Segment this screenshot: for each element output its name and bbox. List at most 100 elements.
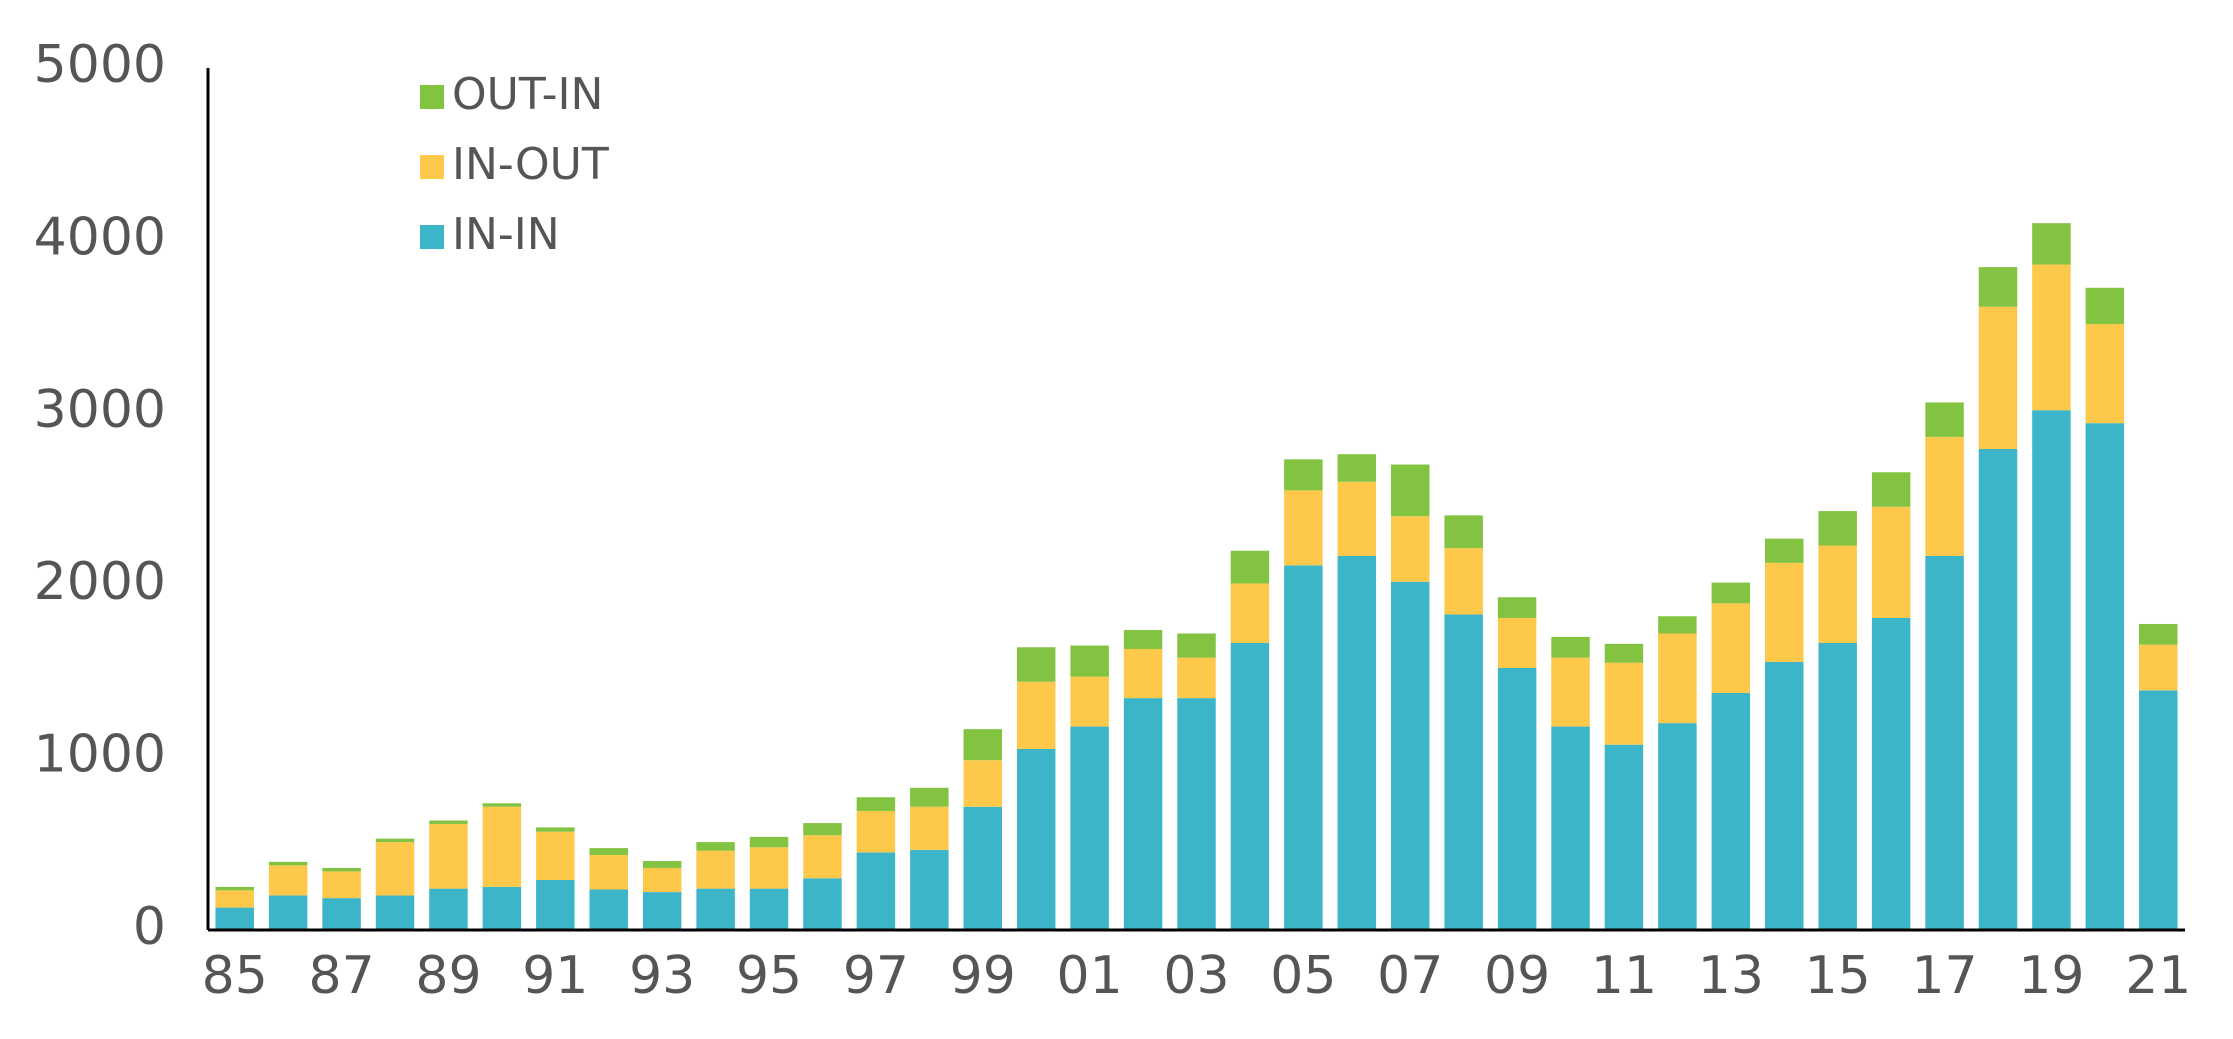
- x-tick-label: 21: [2125, 946, 2191, 1006]
- bar-out-in-14: [1765, 538, 1804, 563]
- bar-out-in-13: [1711, 582, 1751, 604]
- bar-in-out-85: [215, 890, 254, 908]
- bar-in-out-00: [1016, 681, 1056, 749]
- bar-in-in-98: [910, 849, 949, 930]
- x-tick-label: 87: [308, 946, 374, 1006]
- bar-in-in-08: [1444, 614, 1483, 930]
- bar-in-in-19: [2032, 410, 2071, 930]
- bar-out-in-89: [429, 820, 468, 824]
- bar-in-in-95: [749, 888, 789, 930]
- bar-in-in-87: [322, 898, 361, 930]
- bar-in-in-05: [1284, 565, 1323, 930]
- bar-out-in-85: [215, 886, 254, 891]
- x-tick-label: 97: [843, 946, 909, 1006]
- bar-out-in-90: [482, 803, 522, 807]
- legend-label-out-in: OUT-IN: [452, 69, 603, 120]
- bar-in-out-19: [2032, 264, 2071, 411]
- bar-in-in-20: [2085, 423, 2125, 930]
- x-tick-label: 99: [950, 946, 1016, 1006]
- bar-in-out-08: [1444, 548, 1483, 615]
- bar-in-in-86: [268, 895, 308, 930]
- bar-out-in-97: [856, 797, 896, 812]
- x-tick-label: 05: [1270, 946, 1336, 1006]
- x-tick-label: 13: [1698, 946, 1764, 1006]
- bar-in-in-11: [1604, 744, 1644, 930]
- x-tick-label: 09: [1484, 946, 1550, 1006]
- bar-in-out-20: [2085, 324, 2125, 424]
- bar-in-in-13: [1711, 692, 1751, 930]
- bar-in-in-04: [1230, 642, 1270, 930]
- bar-in-in-00: [1016, 748, 1056, 930]
- bar-out-in-19: [2032, 223, 2071, 265]
- x-tick-label: 89: [415, 946, 481, 1006]
- bar-in-in-01: [1070, 726, 1109, 930]
- bar-out-in-15: [1818, 511, 1857, 546]
- bar-in-out-13: [1711, 603, 1751, 693]
- bar-in-in-99: [963, 806, 1003, 930]
- legend-swatch-in-in: [420, 225, 444, 249]
- bar-in-out-99: [963, 760, 1003, 807]
- bar-out-in-04: [1230, 550, 1270, 584]
- y-tick-label: 5000: [34, 35, 166, 95]
- bar-out-in-16: [1871, 472, 1911, 507]
- bar-out-in-06: [1337, 454, 1377, 482]
- bar-in-out-11: [1604, 662, 1644, 745]
- bar-out-in-91: [536, 827, 575, 832]
- bar-in-out-02: [1123, 648, 1163, 699]
- x-axis-ticks: 85 87 89 91 93 95 97 99 01 03 05 07 09 11 13 15 17 19 21: [202, 946, 2192, 1006]
- bar-out-in-07: [1390, 464, 1430, 517]
- bar-in-in-89: [429, 888, 468, 930]
- x-tick-label: 95: [736, 946, 802, 1006]
- y-tick-label: 0: [133, 897, 166, 957]
- bar-in-in-96: [803, 878, 842, 930]
- bar-in-out-04: [1230, 583, 1270, 643]
- bar-out-in-96: [803, 823, 842, 836]
- y-tick-label: 4000: [34, 207, 166, 267]
- x-tick-label: 91: [522, 946, 588, 1006]
- x-tick-label: 19: [2018, 946, 2084, 1006]
- bar-in-out-96: [803, 835, 842, 879]
- bar-out-in-11: [1604, 643, 1644, 663]
- bar-in-in-93: [642, 892, 682, 930]
- bar-out-in-98: [910, 787, 949, 807]
- bar-in-out-92: [589, 855, 628, 890]
- y-tick-label: 2000: [34, 552, 166, 612]
- bar-in-out-15: [1818, 545, 1857, 643]
- bar-in-out-09: [1497, 617, 1537, 668]
- bar-in-out-91: [536, 831, 575, 881]
- legend-label-in-in: IN-IN: [452, 209, 560, 260]
- bar-in-out-86: [268, 865, 308, 896]
- bar-out-in-05: [1284, 459, 1323, 491]
- bar-in-in-07: [1390, 581, 1430, 930]
- bar-out-in-00: [1016, 647, 1056, 682]
- bar-in-in-16: [1871, 617, 1911, 930]
- bar-in-out-01: [1070, 676, 1109, 727]
- bar-in-out-05: [1284, 490, 1323, 566]
- x-tick-label: 15: [1805, 946, 1871, 1006]
- bar-in-out-98: [910, 806, 949, 850]
- legend-swatch-in-out: [420, 155, 444, 179]
- bar-in-out-94: [696, 850, 735, 889]
- bar-in-out-89: [429, 823, 468, 889]
- bar-in-out-87: [322, 871, 361, 899]
- bar-in-in-14: [1765, 661, 1804, 930]
- bar-out-in-88: [375, 838, 415, 843]
- bar-in-in-17: [1925, 555, 1964, 930]
- bar-in-in-03: [1177, 698, 1216, 930]
- bar-in-in-09: [1497, 667, 1537, 930]
- bar-in-out-14: [1765, 562, 1804, 662]
- bar-in-in-15: [1818, 642, 1857, 930]
- bar-in-out-93: [642, 867, 682, 893]
- bar-out-in-99: [963, 729, 1003, 761]
- bar-out-in-12: [1658, 616, 1697, 634]
- bar-in-out-97: [856, 811, 896, 853]
- bars-group: [215, 223, 2178, 930]
- x-tick-label: 17: [1911, 946, 1977, 1006]
- bar-in-in-21: [2139, 690, 2178, 930]
- bar-out-in-01: [1070, 645, 1109, 677]
- bar-in-out-21: [2139, 644, 2178, 691]
- x-tick-label: 11: [1591, 946, 1657, 1006]
- bar-in-in-06: [1337, 555, 1377, 930]
- bar-out-in-87: [322, 867, 361, 872]
